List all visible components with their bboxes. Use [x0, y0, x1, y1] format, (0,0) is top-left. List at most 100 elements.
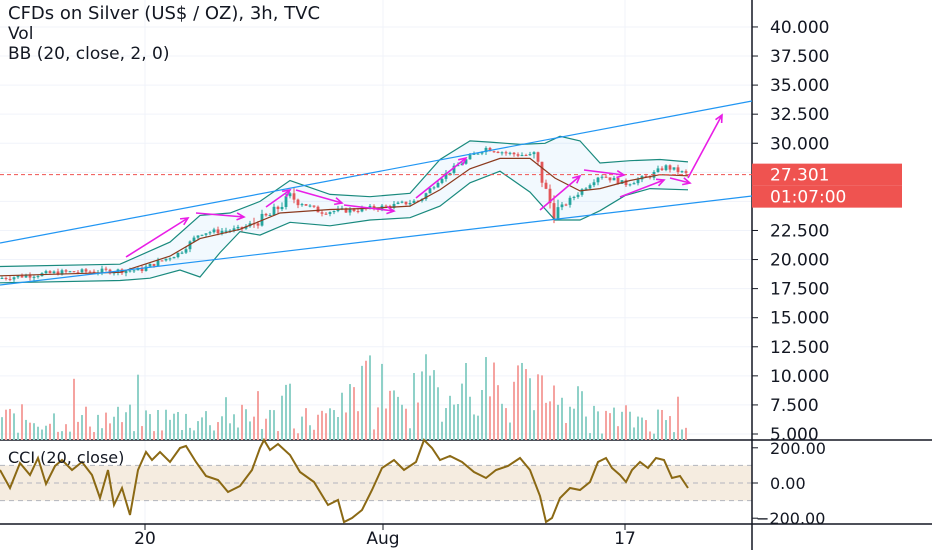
candle-body	[532, 152, 536, 155]
volume-bar	[245, 409, 247, 440]
candle-body	[508, 152, 512, 154]
candle-body	[12, 277, 16, 280]
countdown-label: 01:07:00	[770, 188, 846, 208]
annotation-arrow	[415, 157, 467, 199]
volume-bar	[97, 414, 99, 440]
candle-body	[476, 153, 480, 155]
volume-bar	[101, 428, 103, 440]
volume-bar	[9, 408, 11, 440]
volume-bar	[221, 416, 223, 440]
volume-bar	[5, 409, 7, 440]
candle-body	[548, 188, 552, 204]
candle-body	[288, 193, 292, 197]
candle-body	[144, 266, 148, 271]
volume-bar	[413, 373, 415, 440]
volume-bar	[257, 391, 259, 440]
volume-bar	[181, 429, 183, 440]
candle-body	[412, 200, 416, 203]
candle-body	[552, 203, 556, 219]
price-tick-label: 20.000	[770, 251, 829, 271]
chart-title: CFDs on Silver (US$ / OZ), 3h, TVC	[8, 3, 321, 24]
volume-bar	[409, 428, 411, 440]
volume-bar	[381, 363, 383, 440]
volume-bar	[485, 357, 487, 440]
volume-bar	[93, 432, 95, 440]
candle-body	[460, 163, 464, 166]
candle-body	[464, 159, 468, 164]
volume-bar	[685, 427, 687, 440]
volume-bar	[569, 406, 571, 440]
channel-lower-line	[0, 195, 753, 286]
volume-bar	[33, 423, 35, 440]
volume-bar	[165, 409, 167, 440]
volume-bar	[377, 407, 379, 440]
price-tick-label: 35.000	[770, 76, 829, 96]
candle-body	[660, 168, 664, 171]
candle-body	[516, 154, 520, 156]
volume-bar	[453, 404, 455, 440]
volume-bar	[333, 410, 335, 440]
candle-body	[256, 223, 260, 226]
volume-bar	[357, 411, 359, 440]
time-tick-label: 20	[134, 529, 156, 549]
candle-body	[672, 167, 676, 170]
candle-body	[564, 204, 568, 206]
cci-legend: CCI (20, close)	[8, 448, 125, 467]
volume-bar	[137, 374, 139, 440]
candle-body	[140, 268, 144, 271]
candle-body	[392, 203, 396, 208]
candle-body	[268, 215, 272, 217]
volume-bar	[253, 416, 255, 440]
cci-line	[0, 437, 689, 524]
candle-body	[428, 188, 432, 194]
volume-legend: Vol	[8, 24, 34, 44]
candle-body	[536, 152, 540, 162]
candle-body	[280, 206, 284, 210]
volume-bar	[69, 431, 71, 440]
annotation-arrowhead	[682, 177, 692, 186]
volume-bar	[397, 396, 399, 440]
volume-bar	[289, 383, 291, 440]
candle-body	[232, 228, 236, 231]
candle-body	[184, 249, 188, 253]
volume-bar	[373, 429, 375, 440]
volume-bar	[457, 404, 459, 440]
volume-bar	[249, 421, 251, 440]
candle-body	[400, 201, 404, 203]
candle-body	[80, 269, 84, 273]
volume-bar	[421, 371, 423, 440]
annotation-arrow	[687, 114, 723, 179]
candle-body	[384, 205, 388, 207]
annotation-arrow	[295, 189, 343, 204]
volume-bar	[673, 432, 675, 440]
candle-body	[480, 152, 484, 154]
volume-bar	[661, 409, 663, 440]
volume-bar	[433, 370, 435, 440]
candle-body	[204, 233, 208, 235]
volume-bar	[441, 421, 443, 440]
candle-body	[528, 154, 532, 156]
volume-bar	[645, 420, 647, 440]
volume-bar	[629, 411, 631, 440]
annotation-arrow	[619, 179, 665, 198]
candle-body	[240, 226, 244, 229]
candle-body	[208, 232, 212, 234]
cci-tick-label: 200.00	[770, 439, 826, 458]
candle-body	[88, 271, 92, 273]
volume-bar	[37, 426, 39, 440]
volume-bar	[217, 422, 219, 440]
candle-body	[436, 182, 440, 188]
candle-body	[540, 161, 544, 183]
candle-body	[316, 206, 320, 213]
annotation-arrow	[125, 217, 189, 258]
candle-body	[608, 177, 612, 181]
volume-bar	[593, 405, 595, 440]
volume-bar	[125, 412, 127, 440]
volume-bar	[505, 408, 507, 440]
candle-body	[188, 241, 192, 250]
annotation-arrow	[583, 169, 625, 176]
candle-body	[48, 271, 52, 274]
candle-body	[332, 211, 336, 213]
